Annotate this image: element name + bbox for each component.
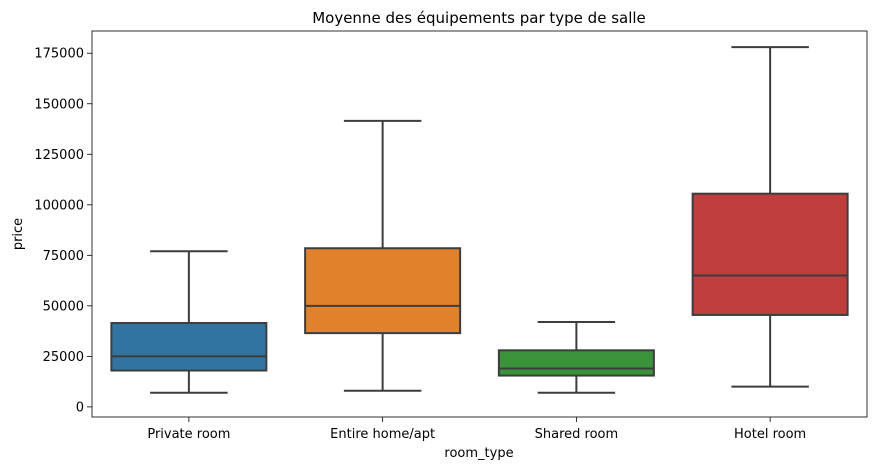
y-tick-label: 175000 bbox=[34, 47, 84, 62]
y-tick-label: 50000 bbox=[43, 299, 84, 314]
y-axis: 0 25000 50000 75000 100000 125000 150000 175000 bbox=[34, 47, 92, 415]
y-tick-label: 25000 bbox=[43, 350, 84, 365]
y-tick-label: 75000 bbox=[43, 249, 84, 264]
y-tick-label: 150000 bbox=[34, 97, 84, 112]
x-axis: Private room Entire home/apt Shared room Ho… bbox=[147, 417, 806, 442]
x-tick-label: Entire home/apt bbox=[330, 427, 435, 442]
plot-frame bbox=[91, 30, 868, 418]
x-tick-label: Hotel room bbox=[734, 427, 806, 442]
x-axis-label: room_type bbox=[444, 446, 513, 461]
y-tick-label: 0 bbox=[76, 400, 84, 415]
box-iqr bbox=[497, 349, 655, 377]
box-private-room bbox=[110, 250, 268, 394]
box-hotel-room bbox=[691, 46, 849, 388]
x-tick-label: Private room bbox=[147, 427, 230, 442]
box-shared-room bbox=[497, 321, 655, 394]
box-iqr bbox=[691, 192, 849, 316]
box-iqr bbox=[304, 247, 462, 335]
chart-title: Moyenne des équipements par type de sall… bbox=[312, 9, 646, 27]
boxes bbox=[110, 46, 849, 394]
box-iqr bbox=[110, 322, 268, 372]
y-tick-label: 125000 bbox=[34, 148, 84, 163]
y-tick-label: 100000 bbox=[34, 198, 84, 213]
box-entire-home-apt bbox=[304, 119, 462, 392]
y-axis-label: price bbox=[11, 218, 26, 250]
x-tick-label: Shared room bbox=[535, 427, 619, 442]
